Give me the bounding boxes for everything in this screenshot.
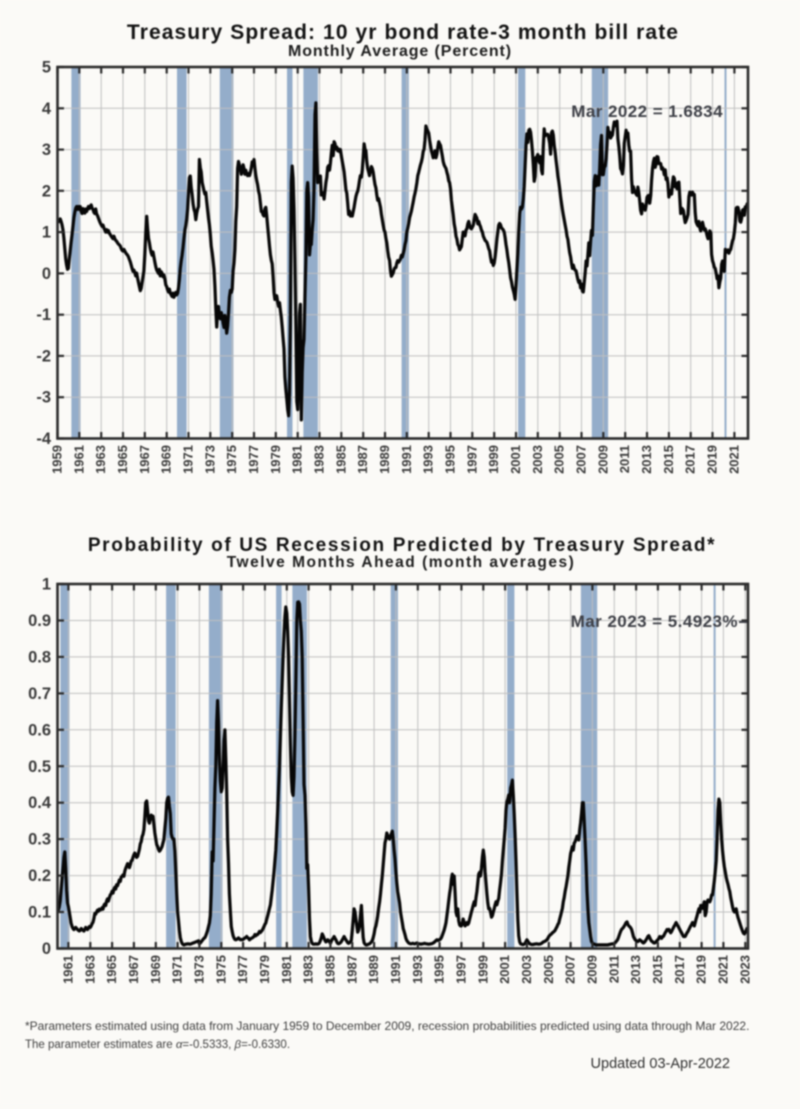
svg-text:Mar 2023 = 5.4923%: Mar 2023 = 5.4923% xyxy=(571,612,738,631)
svg-text:2011: 2011 xyxy=(617,445,632,473)
svg-text:2007: 2007 xyxy=(574,445,589,474)
svg-text:1997: 1997 xyxy=(453,955,468,984)
svg-text:0.3: 0.3 xyxy=(28,831,51,849)
svg-text:1967: 1967 xyxy=(126,955,141,984)
svg-text:2: 2 xyxy=(42,182,51,200)
svg-text:2019: 2019 xyxy=(694,955,709,984)
svg-text:1963: 1963 xyxy=(93,445,108,474)
svg-text:0.8: 0.8 xyxy=(28,648,51,666)
svg-text:1: 1 xyxy=(42,576,51,594)
svg-text:2001: 2001 xyxy=(508,445,523,474)
svg-text:2021: 2021 xyxy=(715,955,730,984)
svg-text:0.2: 0.2 xyxy=(28,867,51,885)
svg-text:Updated 03-Apr-2022: Updated 03-Apr-2022 xyxy=(591,1056,730,1072)
svg-text:2015: 2015 xyxy=(650,955,665,984)
svg-text:2009: 2009 xyxy=(584,955,599,984)
svg-text:1977: 1977 xyxy=(235,955,250,984)
svg-text:1999: 1999 xyxy=(486,445,501,474)
svg-text:2019: 2019 xyxy=(705,445,720,474)
svg-text:1993: 1993 xyxy=(410,955,425,984)
svg-text:2017: 2017 xyxy=(683,445,698,474)
svg-text:0: 0 xyxy=(42,940,51,958)
svg-text:1987: 1987 xyxy=(355,445,370,474)
svg-text:2011: 2011 xyxy=(606,955,621,983)
svg-text:0.5: 0.5 xyxy=(28,758,51,776)
svg-text:1975: 1975 xyxy=(224,445,239,474)
svg-text:1993: 1993 xyxy=(421,445,436,474)
svg-text:2007: 2007 xyxy=(563,955,578,984)
svg-text:2001: 2001 xyxy=(497,955,512,984)
svg-text:-4: -4 xyxy=(36,430,51,448)
svg-text:1979: 1979 xyxy=(268,445,283,474)
svg-text:2005: 2005 xyxy=(552,445,567,474)
svg-text:1989: 1989 xyxy=(377,445,392,474)
svg-text:4: 4 xyxy=(42,100,52,118)
svg-text:The parameter estimates are α=: The parameter estimates are α=-0.5333, β… xyxy=(25,1039,290,1051)
svg-text:1: 1 xyxy=(42,224,51,242)
svg-text:0.1: 0.1 xyxy=(28,904,51,922)
svg-text:Monthly Average (Percent): Monthly Average (Percent) xyxy=(288,43,512,60)
svg-text:0.4: 0.4 xyxy=(28,794,52,812)
svg-text:2017: 2017 xyxy=(672,955,687,984)
svg-text:0.7: 0.7 xyxy=(28,685,51,703)
svg-text:1959: 1959 xyxy=(50,445,65,474)
svg-text:0.9: 0.9 xyxy=(28,612,51,630)
svg-text:1969: 1969 xyxy=(159,445,174,474)
svg-text:1971: 1971 xyxy=(181,445,196,474)
svg-text:2005: 2005 xyxy=(541,955,556,984)
svg-text:1965: 1965 xyxy=(104,955,119,984)
svg-text:-3: -3 xyxy=(36,389,51,407)
svg-text:Probability of US Recession Pr: Probability of US Recession Predicted by… xyxy=(88,535,716,556)
svg-text:1983: 1983 xyxy=(301,955,316,984)
svg-text:1995: 1995 xyxy=(443,445,458,474)
svg-text:1961: 1961 xyxy=(60,955,75,984)
svg-text:1971: 1971 xyxy=(170,955,185,984)
svg-text:2013: 2013 xyxy=(639,445,654,474)
svg-text:1985: 1985 xyxy=(333,445,348,474)
svg-text:1961: 1961 xyxy=(71,445,86,474)
svg-text:1989: 1989 xyxy=(366,955,381,984)
svg-text:1963: 1963 xyxy=(82,955,97,984)
svg-text:Treasury Spread: 10 yr bond ra: Treasury Spread: 10 yr bond rate-3 month… xyxy=(127,21,679,44)
svg-text:3: 3 xyxy=(42,141,51,159)
svg-text:1997: 1997 xyxy=(464,445,479,474)
svg-text:0.6: 0.6 xyxy=(28,721,51,739)
svg-text:1981: 1981 xyxy=(290,445,305,474)
svg-text:Mar 2022 = 1.6834: Mar 2022 = 1.6834 xyxy=(571,102,723,121)
svg-text:1979: 1979 xyxy=(257,955,272,984)
svg-text:1977: 1977 xyxy=(246,445,261,474)
svg-text:*Parameters estimated using da: *Parameters estimated using data from Ja… xyxy=(25,1019,749,1033)
svg-text:1991: 1991 xyxy=(388,955,403,984)
svg-text:1999: 1999 xyxy=(475,955,490,984)
svg-text:2015: 2015 xyxy=(661,445,676,474)
svg-text:0: 0 xyxy=(42,265,51,283)
svg-text:Twelve Months Ahead (month ave: Twelve Months Ahead (month averages) xyxy=(227,554,576,571)
svg-text:2003: 2003 xyxy=(530,445,545,474)
svg-text:1973: 1973 xyxy=(191,955,206,984)
svg-text:1973: 1973 xyxy=(202,445,217,474)
svg-text:1969: 1969 xyxy=(148,955,163,984)
svg-text:2023: 2023 xyxy=(737,955,752,984)
svg-text:2009: 2009 xyxy=(595,445,610,474)
svg-text:1967: 1967 xyxy=(137,445,152,474)
svg-text:-2: -2 xyxy=(36,347,51,365)
svg-text:1983: 1983 xyxy=(312,445,327,474)
svg-text:-1: -1 xyxy=(36,306,51,324)
svg-text:1991: 1991 xyxy=(399,445,414,474)
svg-text:2021: 2021 xyxy=(726,445,741,474)
svg-text:1981: 1981 xyxy=(279,955,294,984)
svg-text:2013: 2013 xyxy=(628,955,643,984)
svg-text:2003: 2003 xyxy=(519,955,534,984)
svg-text:1987: 1987 xyxy=(344,955,359,984)
svg-text:1995: 1995 xyxy=(432,955,447,984)
svg-text:5: 5 xyxy=(42,59,51,77)
svg-text:1975: 1975 xyxy=(213,955,228,984)
svg-text:1985: 1985 xyxy=(322,955,337,984)
svg-text:1965: 1965 xyxy=(115,445,130,474)
